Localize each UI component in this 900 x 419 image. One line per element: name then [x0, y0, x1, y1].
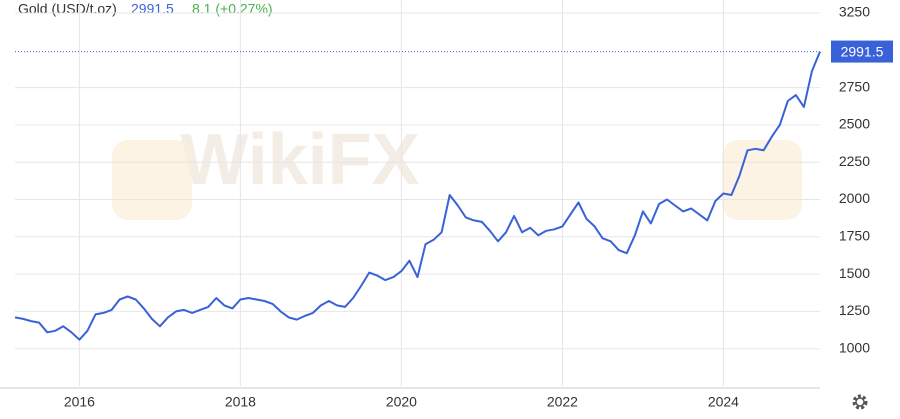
x-tick-label: 2024 [708, 394, 739, 410]
y-tick-label: 3250 [839, 4, 870, 20]
y-tick-label: 2750 [839, 78, 870, 94]
x-tick-label: 2020 [386, 394, 417, 410]
last-value-box [831, 40, 893, 63]
y-tick-label: 1250 [839, 302, 870, 318]
watermark: WikiFX [180, 120, 419, 200]
price-line [14, 51, 821, 341]
x-tick-label: 2016 [64, 394, 95, 410]
chart-title: Gold (USD/t.oz) [18, 1, 117, 17]
y-tick-label: 1500 [839, 265, 870, 281]
watermark-logo [112, 140, 192, 220]
gear-body[interactable] [855, 397, 865, 407]
y-tick-label: 1750 [839, 228, 870, 244]
header-change: 8.1 (+0.27%) [192, 1, 273, 17]
settings-icon[interactable] [852, 394, 868, 410]
last-value-label: 2991.5 [841, 43, 884, 59]
watermark-logo [722, 140, 802, 220]
y-tick-label: 1000 [839, 339, 870, 355]
y-tick-label: 2000 [839, 190, 870, 206]
x-tick-label: 2018 [225, 394, 256, 410]
gear-teeth[interactable] [852, 394, 868, 410]
y-tick-label: 2250 [839, 153, 870, 169]
header-value: 2991.5 [131, 1, 174, 17]
grid [15, 0, 820, 386]
x-tick-label: 2022 [547, 394, 578, 410]
y-tick-label: 2500 [839, 116, 870, 132]
